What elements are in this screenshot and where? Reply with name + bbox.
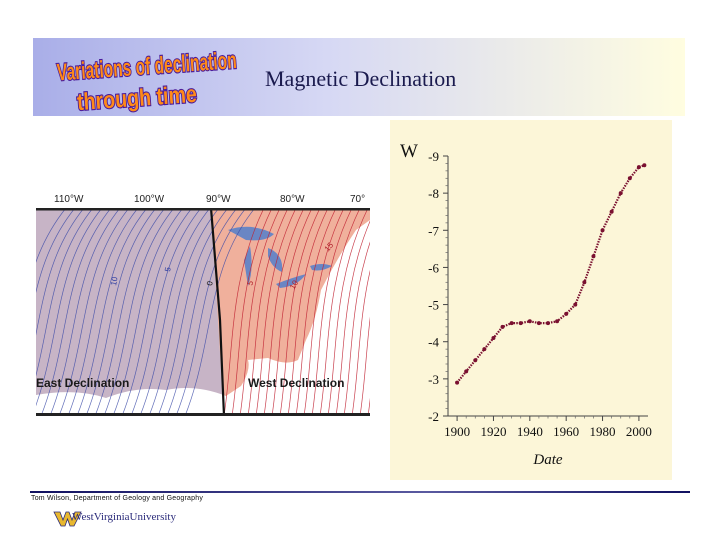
lon-label: 90°W [206,194,231,205]
contour-west [319,207,361,416]
series-trace [456,164,645,384]
x-axis-label: Date [532,452,563,468]
contour-west [279,207,321,416]
y-tick-label: -8 [428,186,439,201]
declination-contours [36,207,370,416]
contour-east [76,207,148,416]
chart-axes: -9 -8 -7 -6 -5 -4 -3 -2 1900 1920 1940 1960 1980 2000 [428,149,652,439]
contour-east [36,207,85,336]
contour-west [359,316,370,416]
contour-east [58,207,130,416]
contour-east [121,207,193,416]
contour-east [36,207,67,263]
lon-label: 80°W [280,194,305,205]
y-tick-label: -4 [428,335,439,350]
contour-west [231,207,273,416]
contour-east [103,207,175,416]
contour-west [287,207,329,416]
contour-east [148,207,220,416]
contour-east [130,207,202,416]
contour-east [36,207,94,377]
wordart-line2: through time [76,81,198,114]
lon-label: 70° [350,194,365,205]
contour-east [166,207,238,416]
map-top-border [36,208,370,211]
contour-label: 0 [205,280,215,286]
lon-label: 110°W [54,194,84,205]
page-title: Magnetic Declination [265,66,457,91]
contour-east [36,207,103,407]
map-bottom-border [36,413,370,416]
map-header-strip [36,190,370,208]
wvu-mark-icon [53,511,82,527]
ocean [36,220,370,416]
contour-east [67,207,139,416]
contour-label: 5 [245,279,255,287]
contour-west [335,220,370,416]
contour-label: 10 [109,275,120,286]
contour-west [343,241,370,416]
y-tick-label: -3 [428,372,439,387]
west-declination-label: West Declination [248,376,344,390]
contour-east [36,207,76,294]
university-name: WestVirginiaUniversity [72,511,176,523]
contour-west [239,207,281,416]
y-tick-label: -2 [428,409,439,424]
y-tick-label: -6 [428,260,439,275]
contour-west [263,207,305,416]
contour-east [112,207,184,416]
contour-west [327,207,369,416]
x-tick-label: 1920 [480,424,506,439]
declination-chart-panel: W -9 -8 -7 -6 -5 -4 -3 -2 1900 1920 1940 1960 1980 20… [390,120,672,480]
contour-west [255,207,297,416]
contour-west [295,207,337,416]
wordart-title: Variations of declination through time [55,46,239,114]
declination-chart: W -9 -8 -7 -6 -5 -4 -3 -2 1900 1920 1940 1960 1980 20… [400,141,652,468]
lon-label: 100°W [134,194,165,205]
x-tick-label: 1940 [517,424,543,439]
contour-east [85,207,157,416]
y-tick-label: -9 [428,149,439,164]
x-tick-label: 1900 [444,424,470,439]
contour-label: 5 [163,266,173,272]
contour-east [94,207,166,416]
x-tick-label: 1960 [553,424,579,439]
y-tick-label: -5 [428,298,439,313]
footer-credit: Tom Wilson, Department of Geology and Ge… [31,495,204,502]
contour-west [271,207,313,416]
lake-erie [276,274,306,288]
x-tick-label: 1980 [590,424,616,439]
contour-west [223,207,265,416]
contour-west [351,270,370,416]
wordart-line1: Variations of declination [56,47,237,86]
y-axis-prefix: W [400,141,418,162]
contour-east [175,207,247,416]
east-declination-label: East Declination [36,376,129,390]
chart-series [455,163,647,385]
footer-rule [30,491,690,493]
declination-map: 110°W 100°W 90°W 80°W 70° 10 5 0 5 10 15… [36,190,370,416]
contour-east [49,207,121,416]
contour-east [139,207,211,416]
contour-west [303,207,345,416]
x-tick-label: 2000 [626,424,652,439]
contour-east [40,207,112,416]
lake-huron [268,248,283,272]
y-tick-label: -7 [428,223,439,238]
contour-west [311,207,353,416]
wvu-logo [53,511,82,527]
contour-east [184,207,256,416]
title-banner: Variations of declination through time M… [33,38,685,116]
east-region [36,208,224,416]
agonic-line [209,207,226,416]
contour-west [247,207,289,416]
